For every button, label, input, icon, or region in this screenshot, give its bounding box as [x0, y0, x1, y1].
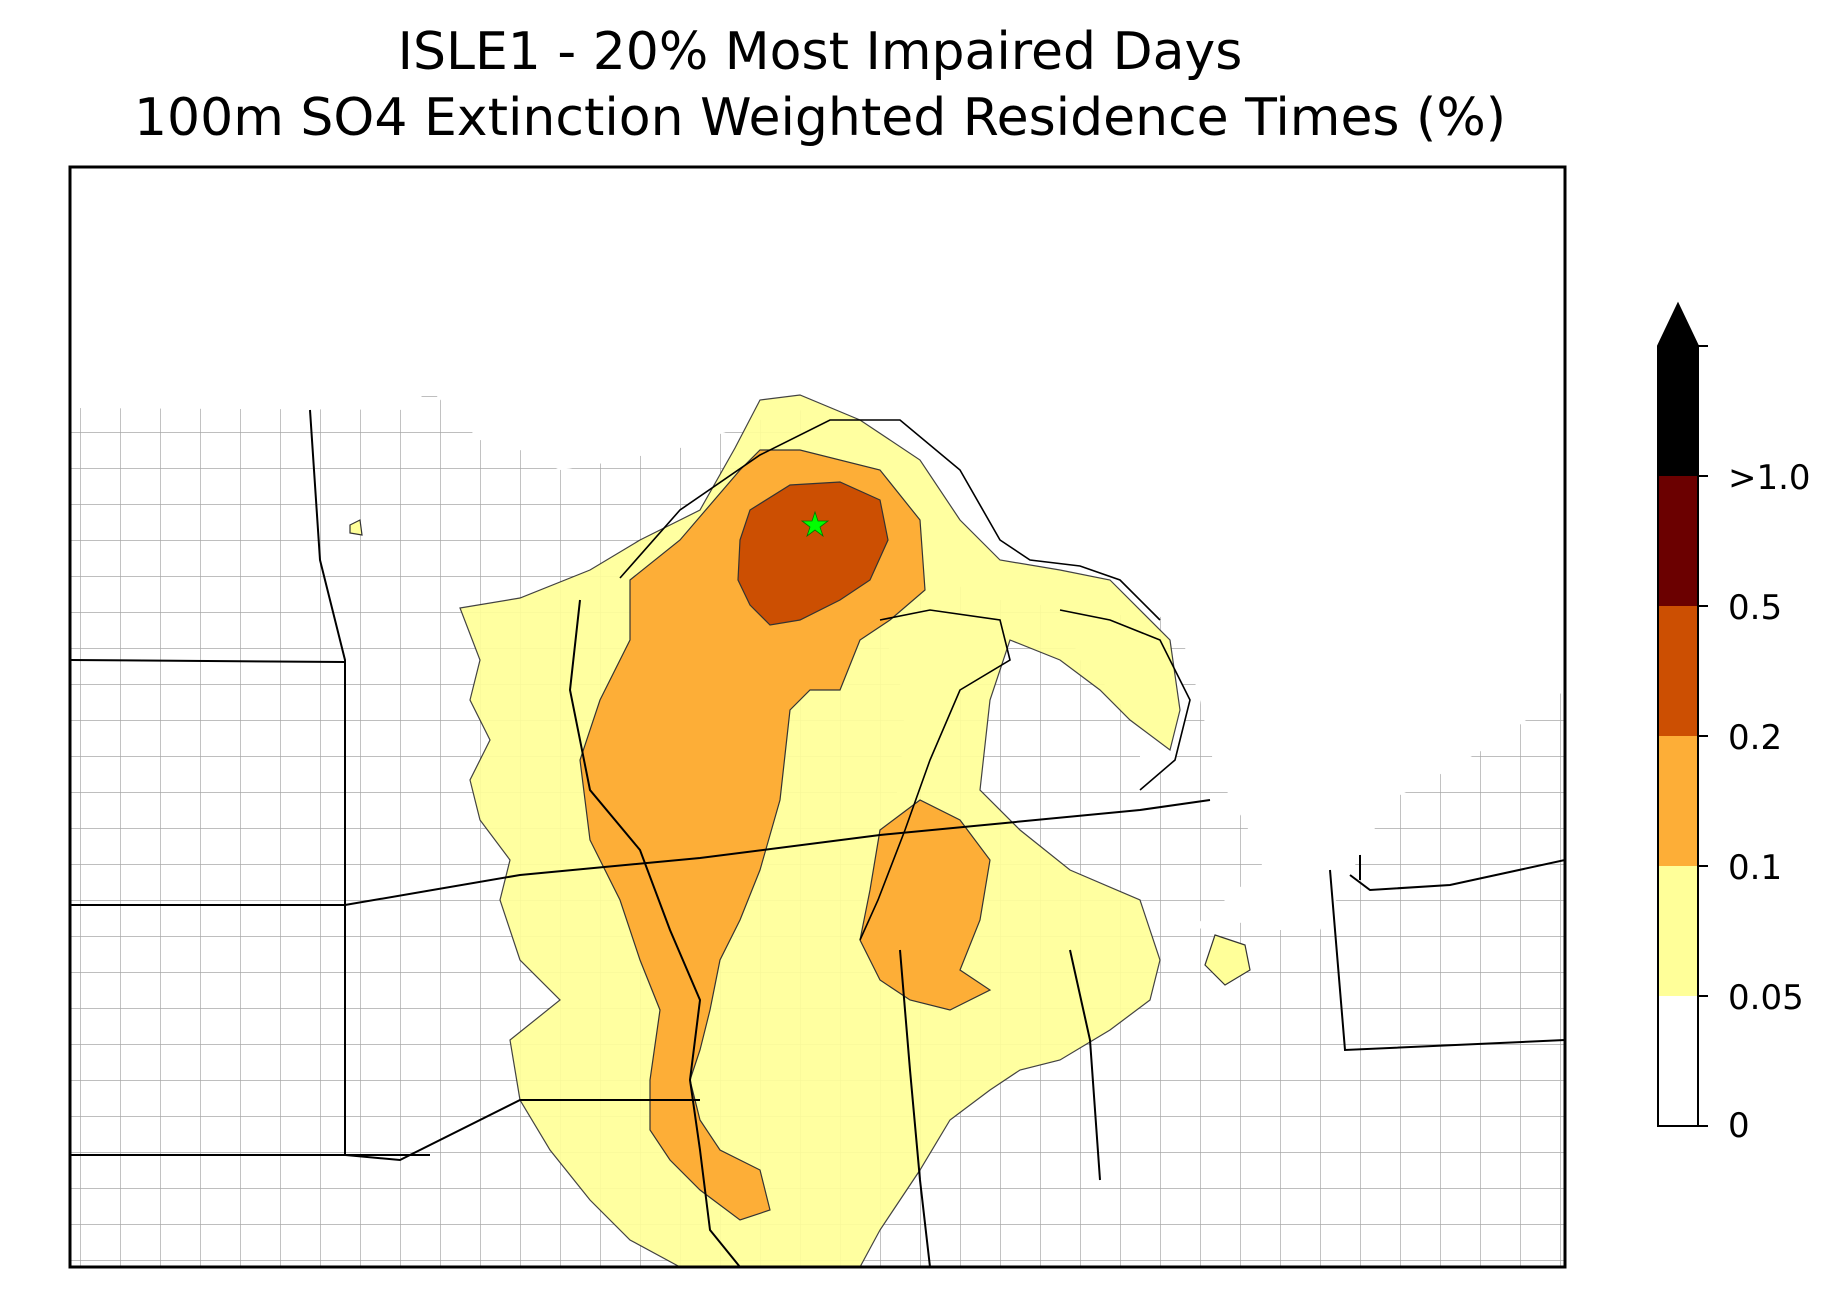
- colorbar-outline: [1657, 301, 1699, 1127]
- contour-0-2: [737, 481, 889, 626]
- map-title-line1: ISLE1 - 20% Most Impaired Days: [397, 22, 1243, 82]
- coastlines: [619, 419, 1191, 941]
- map-frame: [68, 165, 1567, 1269]
- colorbar-segment-5: [1658, 346, 1698, 476]
- map-title-line2: 100m SO4 Extinction Weighted Residence T…: [133, 88, 1507, 148]
- colorbar-segment-3: [1658, 606, 1698, 736]
- site-star-icon: [800, 510, 830, 538]
- colorbar-label-0-05: 0.05: [1728, 978, 1804, 1018]
- colorbar-label-0-5: 0.5: [1728, 588, 1783, 628]
- colorbar-segment-1: [1658, 866, 1698, 996]
- lake-erie: [1190, 800, 1395, 930]
- lake-ontario-region: [1420, 560, 1565, 730]
- colorbar-label-0-1: 0.1: [1728, 848, 1783, 888]
- colorbar-segment-0: [1658, 996, 1698, 1126]
- colorbar-label-0: 0: [1728, 1106, 1750, 1146]
- colorbar-extend-arrow: [1658, 304, 1698, 346]
- colorbar-label-gt1: >1.0: [1728, 458, 1811, 498]
- contour-0-1: [579, 449, 926, 1221]
- colorbar: [1657, 301, 1708, 1127]
- colorbar-segment-4: [1658, 476, 1698, 606]
- state-boundaries: [70, 409, 1565, 1267]
- contour-0-05-small: [349, 519, 363, 536]
- contour-0-05-ohio: [1204, 934, 1251, 986]
- colorbar-label-0-2: 0.2: [1728, 718, 1783, 758]
- colorbar-segment-2: [1658, 736, 1698, 866]
